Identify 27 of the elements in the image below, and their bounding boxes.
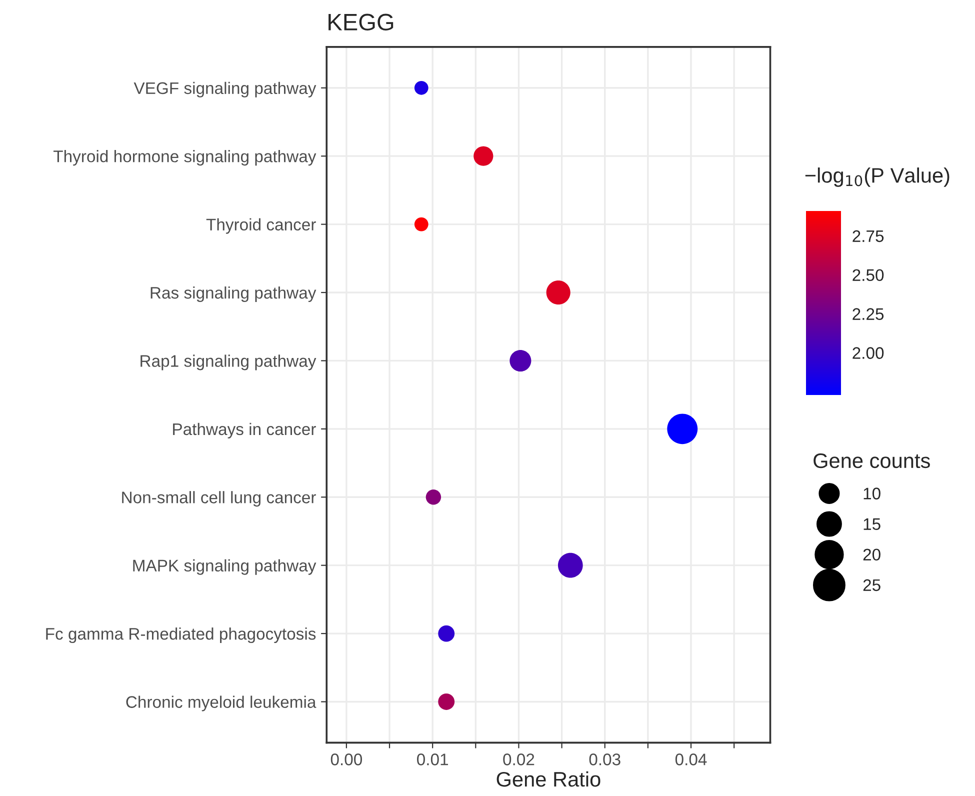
y-tick-label: Chronic myeloid leukemia [126,696,316,712]
color-bar-label: 2.25 [852,308,884,320]
x-tick-label: 0.02 [503,754,534,766]
chart-title: KEGG [328,14,394,31]
legend-label: 10 [864,488,880,500]
x-tick-label: 0.04 [675,754,707,766]
color-bar-title: −log$_{10}$(P Value) [805,167,950,187]
y-tick-label: Ras signaling pathway [150,286,316,302]
x-tick-label: 0.01 [417,754,448,766]
y-tick-label: VEGF signaling pathway [134,82,316,98]
y-tick-label: Non-small cell lung cancer [122,491,316,507]
x-tick-label: 0.03 [589,754,620,766]
y-tick-label: MAPK signaling pathway [133,559,316,575]
y-tick-label: Thyroid hormone signaling pathway [53,150,316,166]
y-tick-label: Thyroid cancer [206,218,316,234]
y-tick-label: Rap1 signaling pathway [140,354,316,370]
color-bar-label: 2.75 [852,230,884,242]
x-tick-label: 0.00 [330,754,362,766]
legend-label: 15 [864,518,880,530]
legend-label: 25 [863,579,880,592]
color-bar-label: 2.00 [852,347,884,359]
y-tick-label: Pathways in cancer [173,422,316,438]
legend-label: 20 [863,548,880,561]
legend-title: Gene counts [814,453,930,468]
color-bar-label: 2.50 [852,269,884,282]
x-axis-title: Gene Ratio [496,771,600,787]
y-tick-label: Fc gamma R-mediated phagocytosis [46,628,316,644]
